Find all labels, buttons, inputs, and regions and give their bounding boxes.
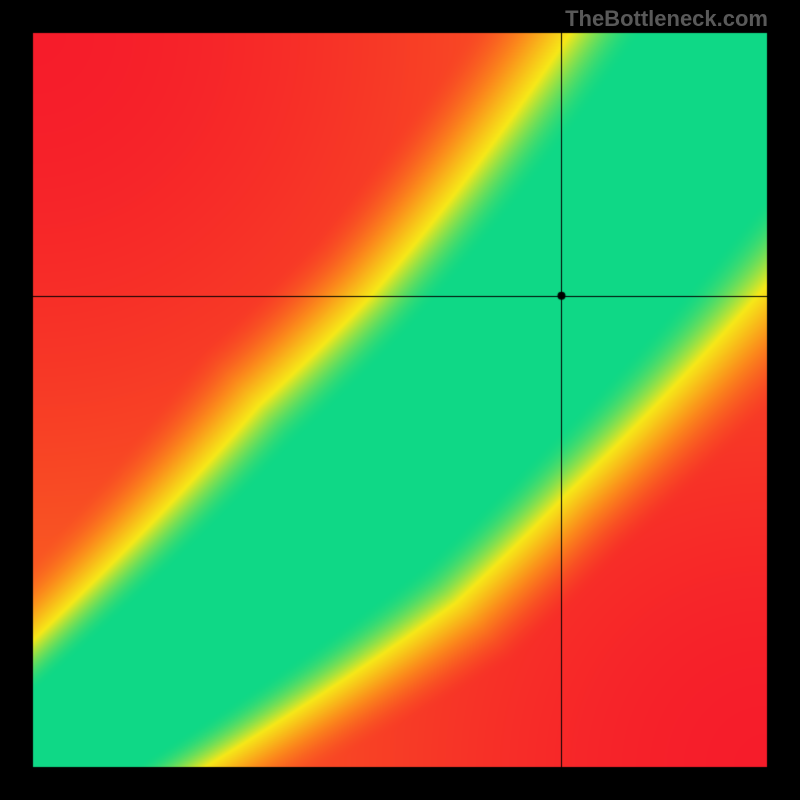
heatmap-chart (0, 0, 800, 800)
watermark-text: TheBottleneck.com (565, 6, 768, 32)
